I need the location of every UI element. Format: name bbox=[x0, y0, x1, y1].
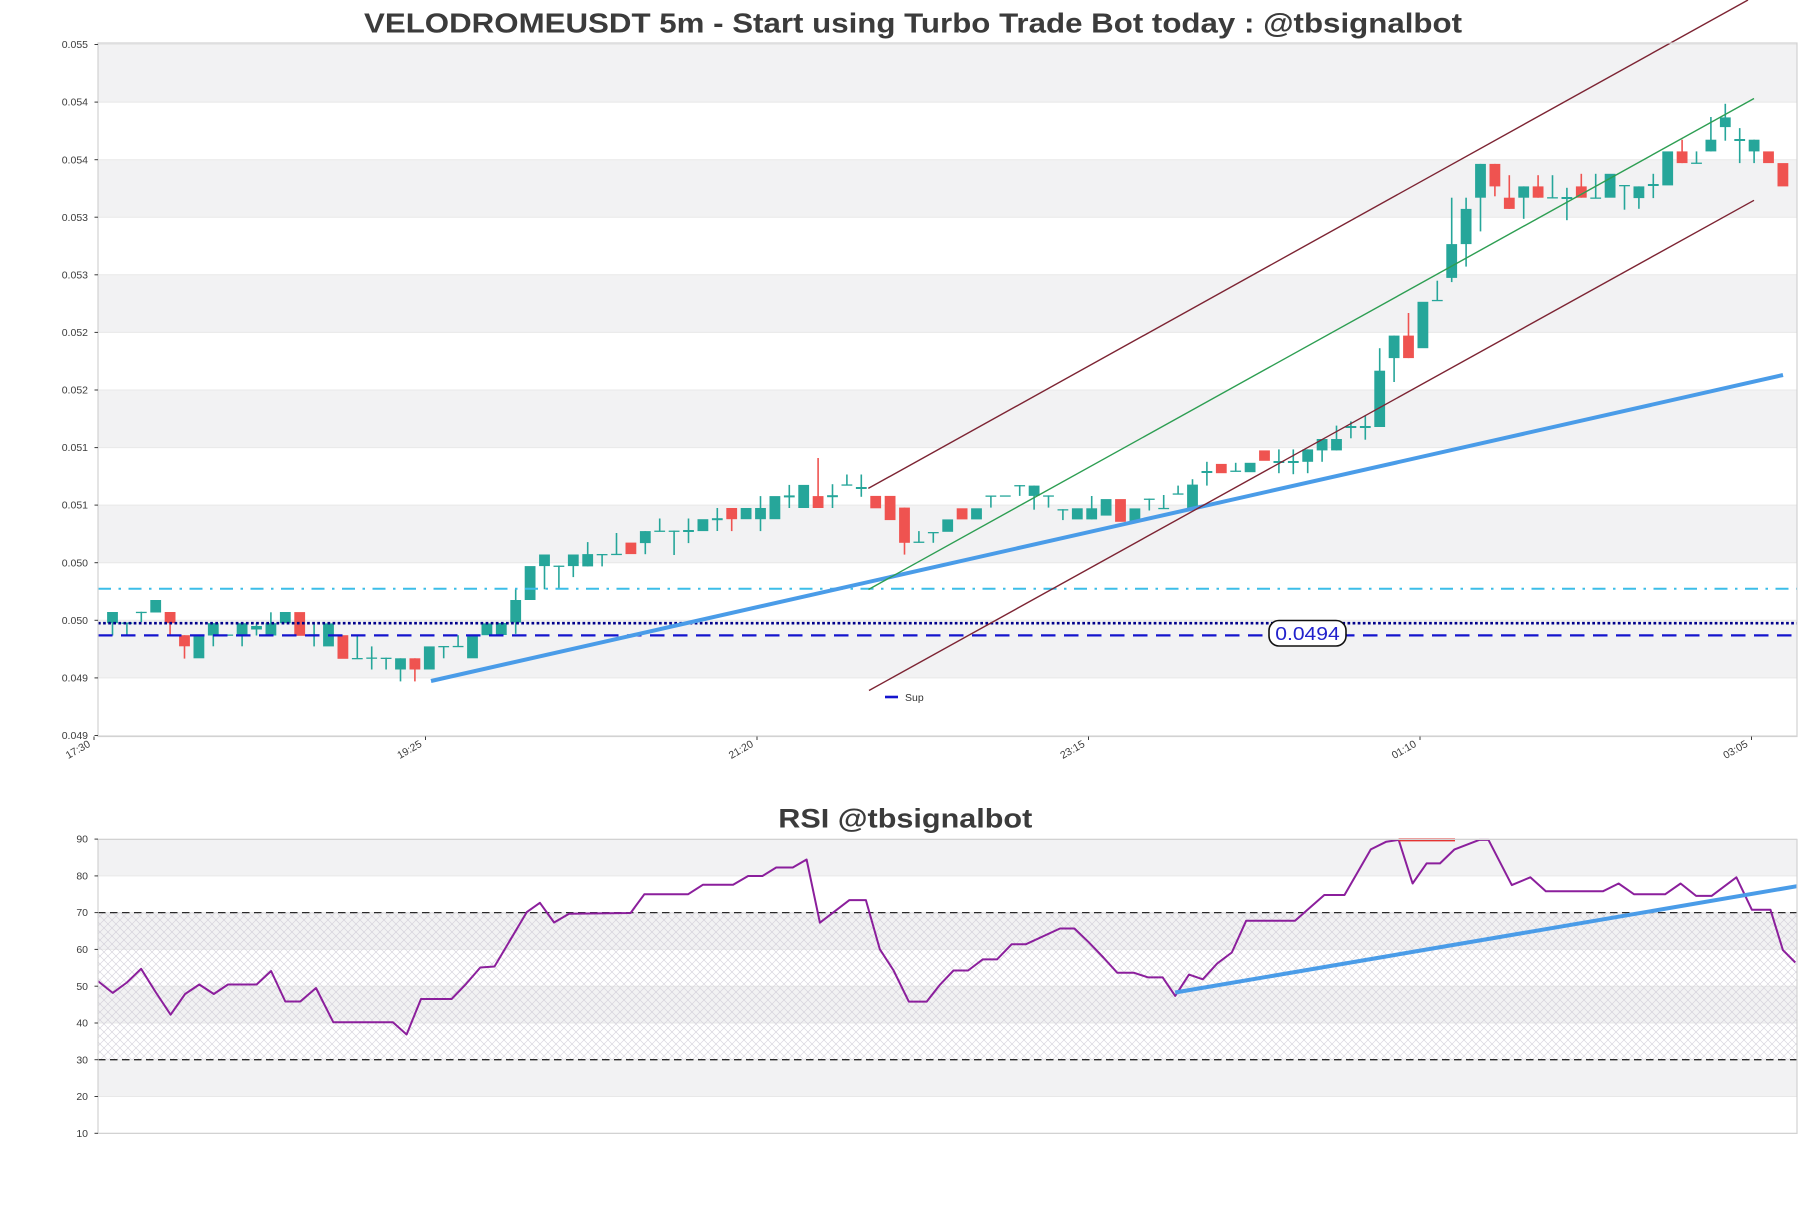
svg-text:20: 20 bbox=[76, 1091, 88, 1103]
svg-text:0.0494: 0.0494 bbox=[1275, 623, 1340, 644]
svg-text:RSI @tbsignalbot: RSI @tbsignalbot bbox=[778, 804, 1032, 834]
svg-text:90: 90 bbox=[76, 834, 88, 846]
svg-text:0.051: 0.051 bbox=[62, 442, 88, 454]
svg-text:80: 80 bbox=[76, 871, 88, 883]
svg-text:70: 70 bbox=[76, 907, 88, 919]
svg-text:10: 10 bbox=[76, 1128, 88, 1140]
svg-text:0.049: 0.049 bbox=[62, 730, 88, 742]
svg-text:0.052: 0.052 bbox=[62, 327, 88, 339]
svg-text:0.050: 0.050 bbox=[62, 615, 88, 627]
svg-text:0.054: 0.054 bbox=[62, 154, 88, 166]
svg-text:0.053: 0.053 bbox=[62, 212, 88, 224]
svg-text:0.052: 0.052 bbox=[62, 385, 88, 397]
svg-text:30: 30 bbox=[76, 1054, 88, 1066]
svg-text:0.051: 0.051 bbox=[62, 500, 88, 512]
svg-text:0.054: 0.054 bbox=[62, 97, 88, 109]
svg-text:60: 60 bbox=[76, 944, 88, 956]
svg-text:0.050: 0.050 bbox=[62, 557, 88, 569]
svg-text:0.049: 0.049 bbox=[62, 673, 88, 685]
svg-text:VELODROMEUSDT 5m - Start using: VELODROMEUSDT 5m - Start using Turbo Tra… bbox=[364, 8, 1462, 39]
svg-text:40: 40 bbox=[76, 1018, 88, 1030]
svg-text:0.055: 0.055 bbox=[62, 39, 88, 51]
svg-text:0.053: 0.053 bbox=[62, 269, 88, 281]
svg-text:Sup: Sup bbox=[905, 692, 924, 704]
svg-text:50: 50 bbox=[76, 981, 88, 993]
